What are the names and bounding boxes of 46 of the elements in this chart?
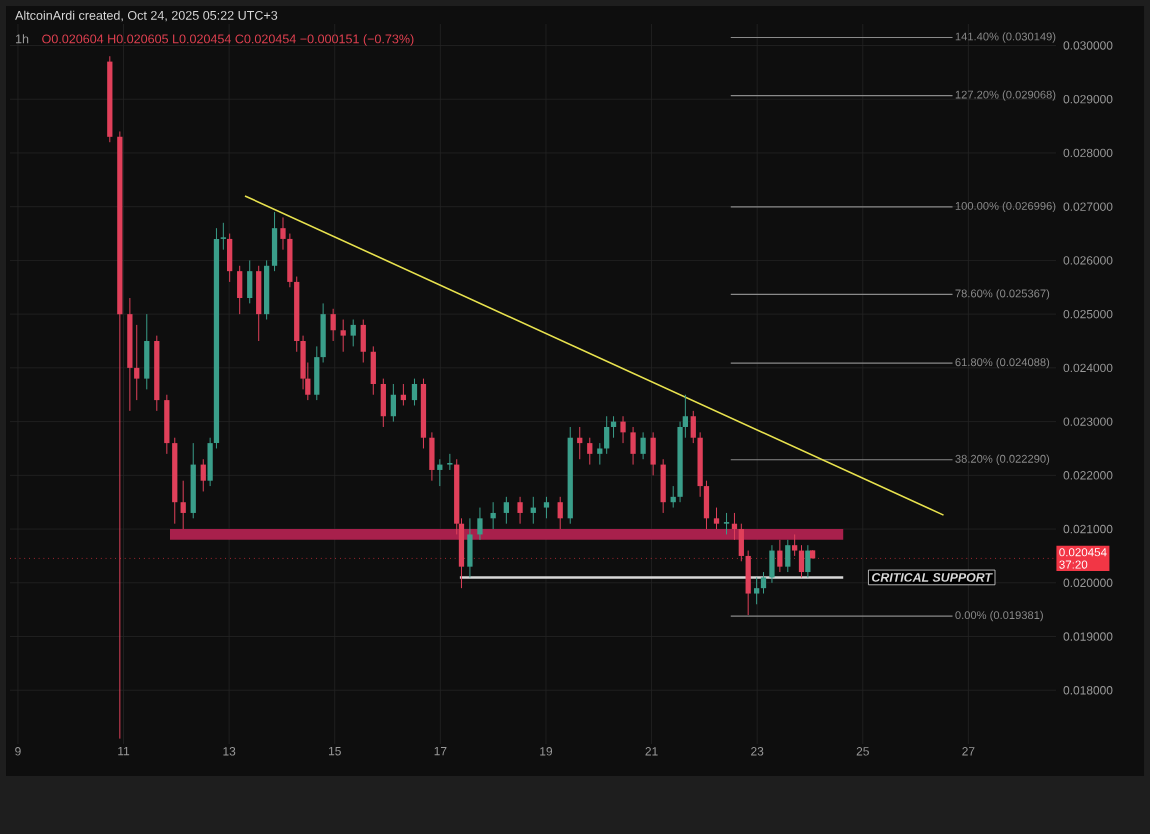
- candlestick: [517, 496, 523, 525]
- candlestick: [256, 265, 262, 342]
- candlestick: [467, 517, 473, 578]
- candlestick: [745, 550, 751, 616]
- candlestick: [350, 319, 356, 347]
- candlestick: [360, 319, 366, 363]
- candlestick: [411, 378, 418, 406]
- candlestick: [271, 211, 278, 272]
- candlestick: [620, 415, 626, 444]
- candlestick: [777, 539, 783, 573]
- candlestick: [557, 496, 563, 530]
- candlestick: [237, 265, 243, 315]
- candlestick: [798, 544, 805, 578]
- candlestick: [543, 496, 550, 519]
- candlestick: [340, 319, 346, 353]
- candlestick: [630, 426, 636, 466]
- candlestick: [660, 458, 666, 514]
- candlestick: [390, 383, 396, 423]
- candlestick: [164, 394, 170, 455]
- candlestick: [785, 539, 791, 573]
- candlestick: [640, 431, 646, 460]
- candlestick: [769, 544, 775, 584]
- candlestick: [447, 453, 453, 471]
- candlestick: [587, 437, 593, 466]
- candlestick: [713, 507, 720, 530]
- candlestick: [503, 496, 509, 525]
- candlestick: [220, 222, 226, 251]
- candlestick: [738, 523, 744, 562]
- candlestick: [247, 259, 253, 304]
- candlestick: [604, 415, 610, 455]
- candlestick: [144, 313, 150, 390]
- candlestick: [429, 431, 435, 482]
- candlestick: [370, 345, 376, 396]
- candlestick: [760, 571, 767, 595]
- candlestick: [792, 533, 798, 557]
- candlestick: [180, 480, 186, 530]
- candlestick: [200, 458, 206, 492]
- candlestick: [650, 431, 656, 476]
- candlestick: [753, 576, 760, 605]
- candlestick: [597, 442, 603, 466]
- candlestick: [477, 507, 483, 541]
- candlestick: [227, 233, 233, 283]
- candlestick: [805, 544, 811, 578]
- candlestick: [330, 308, 336, 342]
- candlestick: [380, 378, 386, 428]
- candlestick: [723, 512, 730, 535]
